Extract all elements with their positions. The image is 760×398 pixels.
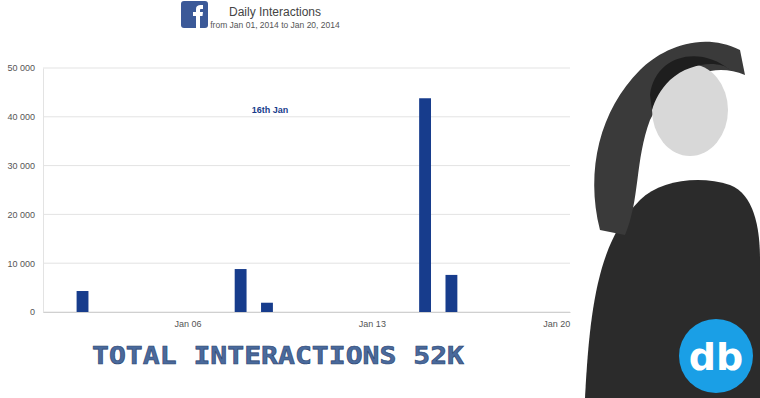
title: Daily Interactions bbox=[229, 5, 321, 19]
bar bbox=[340, 312, 352, 313]
photo-arm bbox=[594, 42, 745, 235]
y-tick-label: 20 000 bbox=[7, 210, 35, 220]
y-tick: 50 000 bbox=[7, 63, 43, 73]
bar bbox=[445, 275, 457, 312]
icon-glyph bbox=[193, 5, 203, 28]
bar bbox=[314, 312, 326, 313]
y-axis: 0 10 000 20 000 30 000 40 000 50 000 bbox=[7, 63, 43, 317]
x-tick: Jan 13 bbox=[359, 312, 386, 329]
x-tick: Jan 06 bbox=[174, 312, 201, 329]
chart-svg: 010 00020 00030 00040 00050 000Jan 06Jan… bbox=[0, 0, 760, 398]
y-axis-line bbox=[43, 69, 44, 313]
x-tick-label: Jan 06 bbox=[174, 319, 201, 329]
facebook-icon bbox=[181, 1, 208, 28]
bar bbox=[129, 312, 141, 313]
grid-line bbox=[43, 214, 570, 215]
bar bbox=[208, 312, 220, 313]
bar bbox=[235, 269, 247, 312]
x-axis-line bbox=[44, 312, 571, 313]
bar bbox=[77, 291, 89, 312]
footer: TOTAL INTERACTIONS 52K bbox=[92, 341, 464, 370]
annotation: 16th Jan bbox=[252, 105, 289, 115]
grid-line bbox=[43, 116, 570, 117]
subtitle: from Jan 01, 2014 to Jan 20, 2014 bbox=[210, 20, 340, 30]
y-tick-label: 50 000 bbox=[7, 63, 35, 73]
grid bbox=[43, 68, 570, 312]
grid-line bbox=[43, 312, 570, 313]
y-tick: 40 000 bbox=[7, 112, 43, 122]
bar bbox=[419, 98, 431, 312]
bar bbox=[472, 312, 484, 313]
bar bbox=[498, 312, 510, 313]
logo-circle bbox=[679, 319, 753, 393]
y-tick-label: 40 000 bbox=[7, 112, 35, 122]
bar bbox=[287, 312, 299, 313]
bar bbox=[261, 303, 273, 312]
icon-bg bbox=[181, 1, 208, 28]
y-tick-label: 0 bbox=[30, 307, 35, 317]
y-tick-label: 30 000 bbox=[7, 161, 35, 171]
bar bbox=[156, 312, 168, 313]
grid-line bbox=[43, 263, 570, 264]
photo bbox=[585, 42, 760, 398]
y-tick-label: 10 000 bbox=[7, 259, 35, 269]
y-tick: 20 000 bbox=[7, 210, 43, 220]
bar bbox=[50, 312, 62, 313]
x-tick-label: Jan 13 bbox=[359, 319, 386, 329]
header: Daily Interactionsfrom Jan 01, 2014 to J… bbox=[181, 1, 340, 30]
bar bbox=[103, 312, 115, 313]
bar bbox=[525, 312, 537, 313]
bar bbox=[182, 312, 194, 313]
y-tick: 0 bbox=[30, 307, 43, 317]
bar bbox=[366, 312, 378, 313]
logo: db bbox=[679, 319, 753, 393]
bar bbox=[551, 312, 563, 313]
photo-hair bbox=[650, 56, 730, 110]
y-tick: 30 000 bbox=[7, 161, 43, 171]
grid-line bbox=[43, 165, 570, 166]
bars bbox=[77, 98, 458, 312]
x-tick: Jan 20 bbox=[543, 312, 570, 329]
bar bbox=[393, 312, 405, 313]
logo-text: db bbox=[689, 335, 743, 379]
x-tick-label: Jan 20 bbox=[543, 319, 570, 329]
grid-line bbox=[43, 68, 570, 69]
x-axis: Jan 06 Jan 13 Jan 20 bbox=[44, 312, 571, 329]
y-tick: 10 000 bbox=[7, 259, 43, 269]
